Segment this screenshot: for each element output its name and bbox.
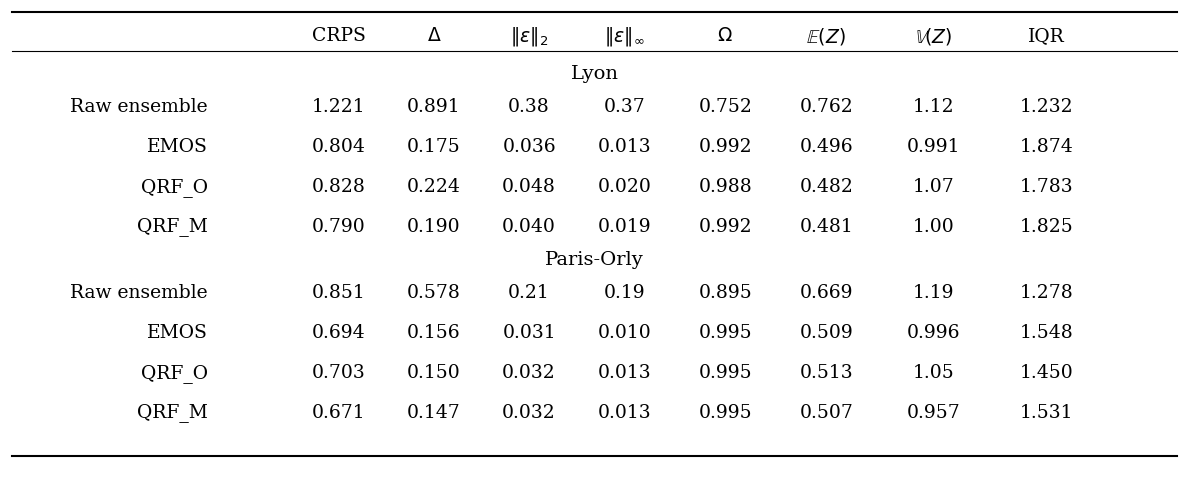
Text: 0.019: 0.019 bbox=[597, 218, 652, 236]
Text: CRPS: CRPS bbox=[312, 27, 366, 45]
Text: 0.482: 0.482 bbox=[799, 178, 854, 197]
Text: QRF_O: QRF_O bbox=[141, 364, 208, 383]
Text: 1.531: 1.531 bbox=[1020, 404, 1072, 422]
Text: 0.020: 0.020 bbox=[597, 178, 652, 197]
Text: 0.21: 0.21 bbox=[508, 284, 551, 302]
Text: 0.190: 0.190 bbox=[407, 218, 461, 236]
Text: 0.481: 0.481 bbox=[799, 218, 854, 236]
Text: Lyon: Lyon bbox=[571, 65, 618, 83]
Text: QRF_M: QRF_M bbox=[137, 403, 208, 423]
Text: 0.957: 0.957 bbox=[906, 404, 961, 422]
Text: IQR: IQR bbox=[1028, 27, 1064, 45]
Text: 0.703: 0.703 bbox=[312, 364, 366, 383]
Text: Paris-Orly: Paris-Orly bbox=[545, 251, 644, 269]
Text: 0.150: 0.150 bbox=[407, 364, 461, 383]
Text: 0.895: 0.895 bbox=[698, 284, 753, 302]
Text: 0.995: 0.995 bbox=[698, 404, 753, 422]
Text: 0.694: 0.694 bbox=[312, 324, 366, 342]
Text: 1.12: 1.12 bbox=[912, 98, 955, 116]
Text: 0.995: 0.995 bbox=[698, 324, 753, 342]
Text: EMOS: EMOS bbox=[147, 324, 208, 342]
Text: 0.851: 0.851 bbox=[312, 284, 366, 302]
Text: $\Omega$: $\Omega$ bbox=[717, 27, 734, 45]
Text: EMOS: EMOS bbox=[147, 138, 208, 156]
Text: 0.828: 0.828 bbox=[312, 178, 366, 197]
Text: 0.19: 0.19 bbox=[603, 284, 646, 302]
Text: 0.992: 0.992 bbox=[698, 138, 753, 156]
Text: $\mathbb{V}(Z)$: $\mathbb{V}(Z)$ bbox=[914, 26, 952, 47]
Text: 0.988: 0.988 bbox=[698, 178, 753, 197]
Text: 0.013: 0.013 bbox=[597, 364, 652, 383]
Text: 0.496: 0.496 bbox=[799, 138, 854, 156]
Text: 1.783: 1.783 bbox=[1019, 178, 1074, 197]
Text: 0.507: 0.507 bbox=[799, 404, 854, 422]
Text: 1.05: 1.05 bbox=[912, 364, 955, 383]
Text: 0.38: 0.38 bbox=[508, 98, 551, 116]
Text: QRF_O: QRF_O bbox=[141, 178, 208, 197]
Text: $\mathbb{E}(Z)$: $\mathbb{E}(Z)$ bbox=[806, 26, 847, 47]
Text: 0.578: 0.578 bbox=[407, 284, 461, 302]
Text: 1.221: 1.221 bbox=[312, 98, 366, 116]
Text: 0.995: 0.995 bbox=[698, 364, 753, 383]
Text: 1.548: 1.548 bbox=[1019, 324, 1074, 342]
Text: 0.991: 0.991 bbox=[907, 138, 960, 156]
Text: 0.040: 0.040 bbox=[502, 218, 556, 236]
Text: 0.048: 0.048 bbox=[502, 178, 556, 197]
Text: 0.010: 0.010 bbox=[597, 324, 652, 342]
Text: 0.762: 0.762 bbox=[799, 98, 854, 116]
Text: 0.031: 0.031 bbox=[502, 324, 556, 342]
Text: 0.013: 0.013 bbox=[597, 138, 652, 156]
Text: $\Delta$: $\Delta$ bbox=[427, 27, 441, 45]
Text: 0.996: 0.996 bbox=[907, 324, 960, 342]
Text: 1.825: 1.825 bbox=[1019, 218, 1074, 236]
Text: 0.790: 0.790 bbox=[312, 218, 366, 236]
Text: $\|\epsilon\|_\infty$: $\|\epsilon\|_\infty$ bbox=[604, 25, 644, 48]
Text: 1.00: 1.00 bbox=[912, 218, 955, 236]
Text: 1.450: 1.450 bbox=[1019, 364, 1074, 383]
Text: 0.224: 0.224 bbox=[407, 178, 461, 197]
Text: 0.175: 0.175 bbox=[407, 138, 461, 156]
Text: 0.147: 0.147 bbox=[407, 404, 461, 422]
Text: 0.804: 0.804 bbox=[312, 138, 366, 156]
Text: 1.874: 1.874 bbox=[1019, 138, 1074, 156]
Text: 0.013: 0.013 bbox=[597, 404, 652, 422]
Text: 1.19: 1.19 bbox=[913, 284, 954, 302]
Text: 0.752: 0.752 bbox=[698, 98, 753, 116]
Text: 0.669: 0.669 bbox=[800, 284, 853, 302]
Text: 0.992: 0.992 bbox=[698, 218, 753, 236]
Text: 0.513: 0.513 bbox=[799, 364, 854, 383]
Text: Raw ensemble: Raw ensemble bbox=[70, 98, 208, 116]
Text: 0.671: 0.671 bbox=[312, 404, 366, 422]
Text: 0.37: 0.37 bbox=[603, 98, 646, 116]
Text: QRF_M: QRF_M bbox=[137, 217, 208, 237]
Text: 0.891: 0.891 bbox=[407, 98, 461, 116]
Text: $\|\epsilon\|_2$: $\|\epsilon\|_2$ bbox=[510, 25, 548, 48]
Text: 0.036: 0.036 bbox=[502, 138, 556, 156]
Text: 1.278: 1.278 bbox=[1019, 284, 1074, 302]
Text: 0.032: 0.032 bbox=[502, 404, 556, 422]
Text: 0.509: 0.509 bbox=[799, 324, 854, 342]
Text: 0.156: 0.156 bbox=[407, 324, 461, 342]
Text: 1.232: 1.232 bbox=[1019, 98, 1074, 116]
Text: 0.032: 0.032 bbox=[502, 364, 556, 383]
Text: Raw ensemble: Raw ensemble bbox=[70, 284, 208, 302]
Text: 1.07: 1.07 bbox=[912, 178, 955, 197]
